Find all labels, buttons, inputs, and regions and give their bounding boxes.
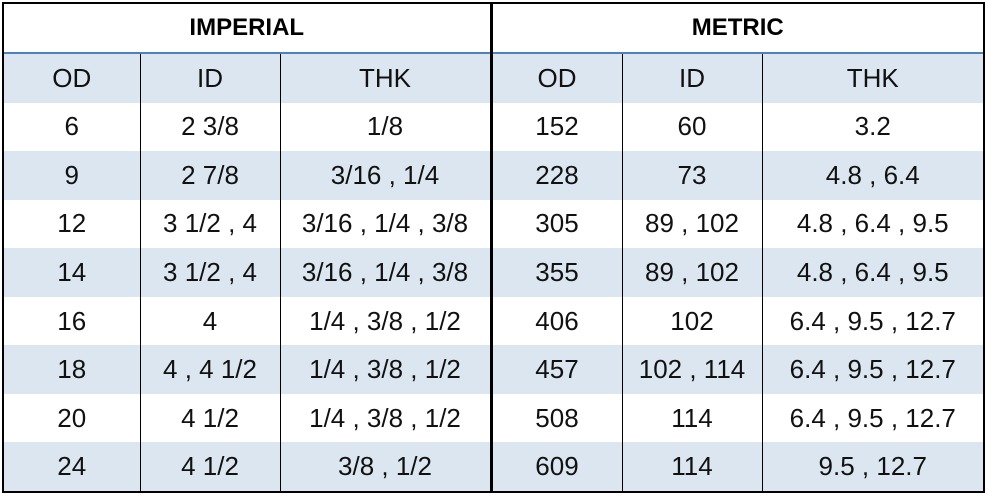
cell-id-imperial: 4 [140, 296, 281, 346]
cell-thk-metric: 4.8 , 6.4 [762, 151, 984, 200]
column-header-row: OD ID THK OD ID THK [4, 53, 984, 103]
table-row: 14 3 1/2 , 4 3/16 , 1/4 , 3/8 355 89 , 1… [4, 248, 984, 297]
cell-thk-imperial: 1/4 , 3/8 , 1/2 [280, 345, 493, 394]
cell-id-imperial: 3 1/2 , 4 [140, 248, 281, 297]
cell-od-metric: 406 [491, 296, 623, 346]
cell-od-imperial: 12 [4, 199, 141, 249]
cell-od-metric: 152 [491, 102, 623, 152]
column-header-id-imperial: ID [140, 53, 281, 103]
cell-id-imperial: 4 , 4 1/2 [140, 345, 281, 394]
cell-id-metric: 60 [622, 102, 763, 152]
cell-thk-imperial: 3/16 , 1/4 , 3/8 [280, 199, 493, 249]
cell-od-imperial: 20 [4, 393, 141, 443]
table-row: 12 3 1/2 , 4 3/16 , 1/4 , 3/8 305 89 , 1… [4, 199, 984, 249]
cell-thk-metric: 6.4 , 9.5 , 12.7 [762, 345, 984, 394]
cell-od-imperial: 24 [4, 442, 141, 491]
cell-id-metric: 114 [622, 442, 763, 491]
cell-id-metric: 89 , 102 [622, 199, 763, 249]
cell-od-metric: 457 [491, 345, 623, 394]
cell-od-imperial: 14 [4, 248, 141, 297]
cell-thk-metric: 4.8 , 6.4 , 9.5 [762, 248, 984, 297]
cell-od-metric: 508 [491, 393, 623, 443]
column-header-thk-metric: THK [762, 53, 984, 103]
cell-thk-metric: 3.2 [762, 102, 984, 152]
cell-od-metric: 355 [491, 248, 623, 297]
cell-id-metric: 73 [622, 151, 763, 200]
cell-id-imperial: 3 1/2 , 4 [140, 199, 281, 249]
cell-od-imperial: 16 [4, 296, 141, 346]
cell-thk-imperial: 3/16 , 1/4 [280, 151, 493, 200]
cell-od-metric: 228 [491, 151, 623, 200]
cell-id-imperial: 2 3/8 [140, 102, 281, 152]
table-row: 18 4 , 4 1/2 1/4 , 3/8 , 1/2 457 102 , 1… [4, 345, 984, 394]
table-row: 16 4 1/4 , 3/8 , 1/2 406 102 6.4 , 9.5 ,… [4, 296, 984, 346]
table-row: 6 2 3/8 1/8 152 60 3.2 [4, 102, 984, 152]
column-header-od-imperial: OD [4, 53, 141, 103]
cell-thk-metric: 6.4 , 9.5 , 12.7 [762, 296, 984, 346]
column-header-id-metric: ID [622, 53, 763, 103]
size-table: IMPERIAL METRIC OD ID THK OD ID THK 6 2 … [4, 4, 984, 491]
table-row: 24 4 1/2 3/8 , 1/2 609 114 9.5 , 12.7 [4, 442, 984, 491]
cell-thk-imperial: 1/8 [280, 102, 493, 152]
column-header-od-metric: OD [491, 53, 623, 103]
cell-id-imperial: 2 7/8 [140, 151, 281, 200]
table-row: 9 2 7/8 3/16 , 1/4 228 73 4.8 , 6.4 [4, 151, 984, 200]
cell-od-imperial: 9 [4, 151, 141, 200]
cell-id-metric: 102 , 114 [622, 345, 763, 394]
group-header-imperial: IMPERIAL [4, 4, 493, 54]
column-header-thk-imperial: THK [280, 53, 493, 103]
group-header-metric: METRIC [491, 4, 984, 54]
cell-thk-imperial: 1/4 , 3/8 , 1/2 [280, 393, 493, 443]
cell-id-imperial: 4 1/2 [140, 393, 281, 443]
cell-od-imperial: 18 [4, 345, 141, 394]
group-header-row: IMPERIAL METRIC [4, 4, 984, 54]
cell-id-imperial: 4 1/2 [140, 442, 281, 491]
cell-thk-metric: 6.4 , 9.5 , 12.7 [762, 393, 984, 443]
cell-thk-imperial: 3/16 , 1/4 , 3/8 [280, 248, 493, 297]
table-row: 20 4 1/2 1/4 , 3/8 , 1/2 508 114 6.4 , 9… [4, 393, 984, 443]
cell-thk-imperial: 1/4 , 3/8 , 1/2 [280, 296, 493, 346]
cell-thk-metric: 4.8 , 6.4 , 9.5 [762, 199, 984, 249]
cell-od-metric: 609 [491, 442, 623, 491]
cell-id-metric: 89 , 102 [622, 248, 763, 297]
cell-od-metric: 305 [491, 199, 623, 249]
cell-thk-metric: 9.5 , 12.7 [762, 442, 984, 491]
cell-id-metric: 102 [622, 296, 763, 346]
cell-od-imperial: 6 [4, 102, 141, 152]
cell-id-metric: 114 [622, 393, 763, 443]
cell-thk-imperial: 3/8 , 1/2 [280, 442, 493, 491]
